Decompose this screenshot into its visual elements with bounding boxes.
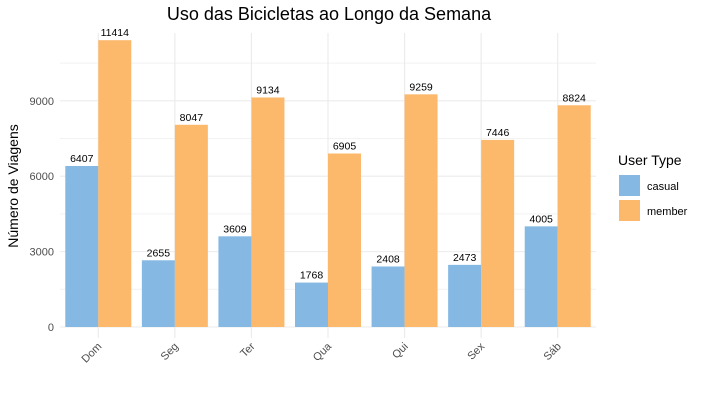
bar-layer: [65, 40, 591, 328]
y-tick-label: 0: [48, 322, 54, 334]
legend-title: User Type: [618, 152, 682, 168]
bar-casual: [448, 264, 482, 327]
data-label-casual: 4005: [530, 213, 554, 225]
data-label-member: 7446: [486, 127, 510, 139]
data-label-member: 9134: [256, 84, 280, 96]
data-label-casual: 2408: [376, 253, 400, 265]
legend-label-casual: casual: [647, 181, 679, 193]
legend: User Type casual member: [618, 152, 688, 221]
data-label-member: 8824: [563, 92, 587, 104]
chart-title: Uso das Bicicletas ao Longo da Semana: [167, 4, 492, 24]
bar-member: [328, 153, 361, 327]
bar-member: [98, 40, 132, 327]
data-label-casual: 2655: [147, 247, 171, 259]
bar-casual: [65, 166, 99, 327]
bar-member: [557, 105, 591, 328]
bar-casual: [371, 266, 405, 327]
bar-member: [174, 124, 208, 327]
bar-member: [251, 97, 285, 327]
legend-swatch-casual: [619, 175, 640, 196]
legend-swatch-member: [619, 200, 640, 221]
data-label-member: 6905: [333, 140, 357, 152]
y-tick-label: 3000: [30, 247, 54, 259]
data-label-layer: 6407 11414 2655 8047 3609 9134 1768 6905 2408 925…: [70, 27, 586, 281]
bar-casual: [218, 236, 252, 327]
bar-casual: [141, 260, 175, 327]
y-axis-title: Número de Viagens: [5, 124, 21, 247]
bar-member: [404, 94, 438, 327]
data-label-casual: 6407: [70, 153, 94, 165]
bar-casual: [524, 226, 558, 327]
legend-label-member: member: [647, 206, 688, 218]
data-label-member: 11414: [101, 27, 130, 39]
y-tick-label: 6000: [30, 171, 54, 183]
data-label-casual: 2473: [453, 252, 477, 264]
bar-casual: [295, 282, 328, 327]
data-label-casual: 3609: [223, 223, 247, 235]
bar-member: [481, 139, 515, 327]
data-label-member: 8047: [180, 112, 204, 124]
y-tick-label: 9000: [30, 96, 54, 108]
data-label-member: 9259: [409, 81, 433, 93]
data-label-casual: 1768: [300, 270, 324, 282]
